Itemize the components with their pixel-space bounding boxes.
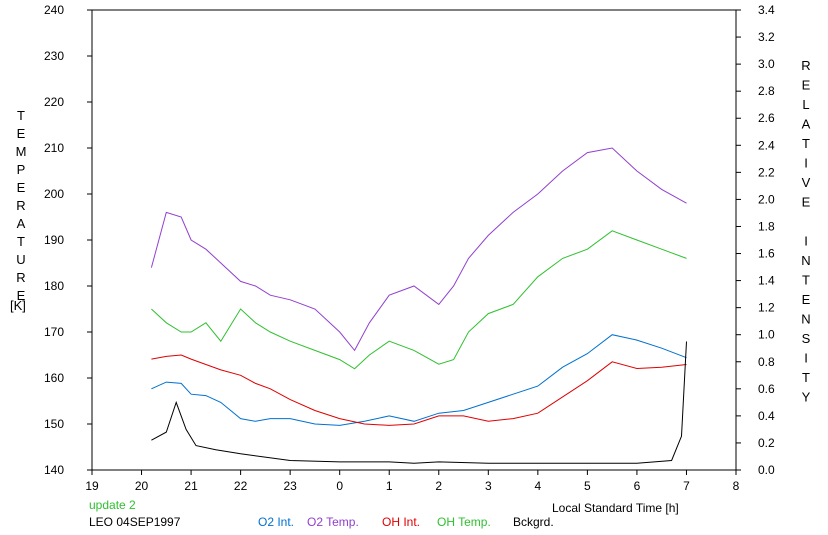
y-left-axis-label-letter: A: [17, 216, 26, 231]
y-right-tick-label: 0.4: [758, 409, 775, 423]
y-right-axis-label-letter: N: [801, 312, 810, 327]
series-line-bckgrd: [151, 341, 687, 464]
y-right-axis-label-letter: I: [804, 156, 808, 171]
x-tick-label: 6: [634, 479, 641, 493]
y-right-tick-label: 1.2: [758, 301, 775, 315]
y-right-tick-label: 3.2: [758, 30, 775, 44]
y-right-tick-label: 2.2: [758, 165, 775, 179]
station-date: LEO 04SEP1997: [89, 515, 181, 529]
y-right-axis-label-letter: N: [801, 253, 810, 268]
y-right-axis-label-letter: I: [804, 351, 808, 366]
y-left-axis-label-letter: U: [16, 252, 25, 267]
y-left-tick-label: 150: [44, 417, 64, 431]
y-right-axis-label-letter: I: [804, 234, 808, 249]
series-line-o2-temp: [150, 147, 687, 352]
y-right-tick-label: 0.6: [758, 382, 775, 396]
plot-frame: [91, 9, 737, 471]
y-left-axis-label-letter: T: [17, 108, 25, 123]
y-right-tick-label: 2.4: [758, 138, 775, 152]
y-right-axis-label-letter: V: [802, 175, 811, 190]
series-line-oh-int: [151, 354, 687, 426]
update-note: update 2: [89, 498, 136, 512]
y-right-tick-label: 1.4: [758, 274, 775, 288]
x-tick-label: 2: [435, 479, 442, 493]
axes: 19 20 21 22 23 0 1 2 3 4 5 6 7 8140150160170180190200…: [44, 3, 775, 493]
y-right-tick-label: 2.6: [758, 111, 775, 125]
y-left-tick-label: 140: [44, 463, 64, 477]
y-left-tick-label: 240: [44, 3, 64, 17]
y-right-tick-label: 3.4: [758, 3, 775, 17]
y-right-tick-label: 2.8: [758, 84, 775, 98]
y-left-tick-label: 200: [44, 187, 64, 201]
y-right-axis-label-letter: Y: [802, 390, 811, 405]
y-left-axis-label-letter: R: [16, 270, 25, 285]
x-tick-label: 1: [386, 479, 393, 493]
x-tick-label: 8: [733, 479, 740, 493]
legend-entry: OH Temp.: [437, 515, 491, 529]
y-left-axis-label-letter: M: [16, 144, 27, 159]
y-right-tick-label: 1.6: [758, 247, 775, 261]
legend-entry: OH Int.: [382, 515, 420, 529]
series-line-oh-temp: [151, 230, 687, 370]
x-tick-label: 22: [234, 479, 248, 493]
y-left-axis-label-letter: T: [17, 234, 25, 249]
y-left-axis-label-letter: R: [16, 198, 25, 213]
y-right-axis-label-letter: S: [802, 331, 811, 346]
y-left-tick-label: 230: [44, 49, 64, 63]
y-right-axis-label-letter: L: [802, 97, 809, 112]
y-right-tick-label: 2.0: [758, 192, 775, 206]
y-right-axis-label-letter: E: [802, 78, 811, 93]
x-tick-label: 4: [535, 479, 542, 493]
y-left-tick-label: 170: [44, 325, 64, 339]
y-right-tick-label: 0.0: [758, 463, 775, 477]
x-tick-label: 20: [135, 479, 149, 493]
y-left-tick-label: 180: [44, 279, 64, 293]
left-unit-label: [K]: [10, 298, 26, 313]
y-right-axis-label-letter: A: [802, 117, 811, 132]
y-right-tick-label: 0.8: [758, 355, 775, 369]
x-tick-label: 7: [683, 479, 690, 493]
labels: Local Standard Time [h] update 2 LEO 04S…: [10, 58, 811, 529]
x-tick-label: 0: [336, 479, 343, 493]
y-right-tick-label: 1.8: [758, 219, 775, 233]
series-line-o2-int: [151, 334, 687, 426]
y-right-axis-label-letter: T: [802, 370, 810, 385]
series-group: [150, 147, 687, 464]
legend-entry: O2 Temp.: [307, 515, 359, 529]
y-left-tick-label: 190: [44, 233, 64, 247]
y-right-axis-label-letter: E: [802, 292, 811, 307]
x-tick-label: 23: [283, 479, 297, 493]
y-left-axis-label-letter: E: [17, 126, 26, 141]
x-tick-label: 5: [584, 479, 591, 493]
y-right-axis-label-letter: T: [802, 136, 810, 151]
y-left-tick-label: 220: [44, 95, 64, 109]
y-right-tick-label: 3.0: [758, 57, 775, 71]
y-right-tick-label: 0.2: [758, 436, 775, 450]
y-left-axis-label-letter: E: [17, 288, 26, 303]
legend-entry: Bckgrd.: [513, 515, 554, 529]
x-tick-label: 21: [184, 479, 198, 493]
y-right-axis-label-letter: E: [802, 195, 811, 210]
legend-entry: O2 Int.: [258, 515, 294, 529]
y-left-axis-label-letter: P: [17, 162, 26, 177]
x-tick-label: 3: [485, 479, 492, 493]
y-right-tick-label: 1.0: [758, 328, 775, 342]
y-left-tick-label: 160: [44, 371, 64, 385]
y-right-axis-label-letter: T: [802, 273, 810, 288]
y-left-axis-label-letter: E: [17, 180, 26, 195]
y-left-tick-label: 210: [44, 141, 64, 155]
x-tick-label: 19: [85, 479, 99, 493]
x-axis-label: Local Standard Time [h]: [552, 501, 679, 515]
y-right-axis-label-letter: R: [801, 58, 810, 73]
legend: O2 Int. O2 Temp. OH Int. OH Temp. Bckgrd.: [258, 515, 554, 529]
